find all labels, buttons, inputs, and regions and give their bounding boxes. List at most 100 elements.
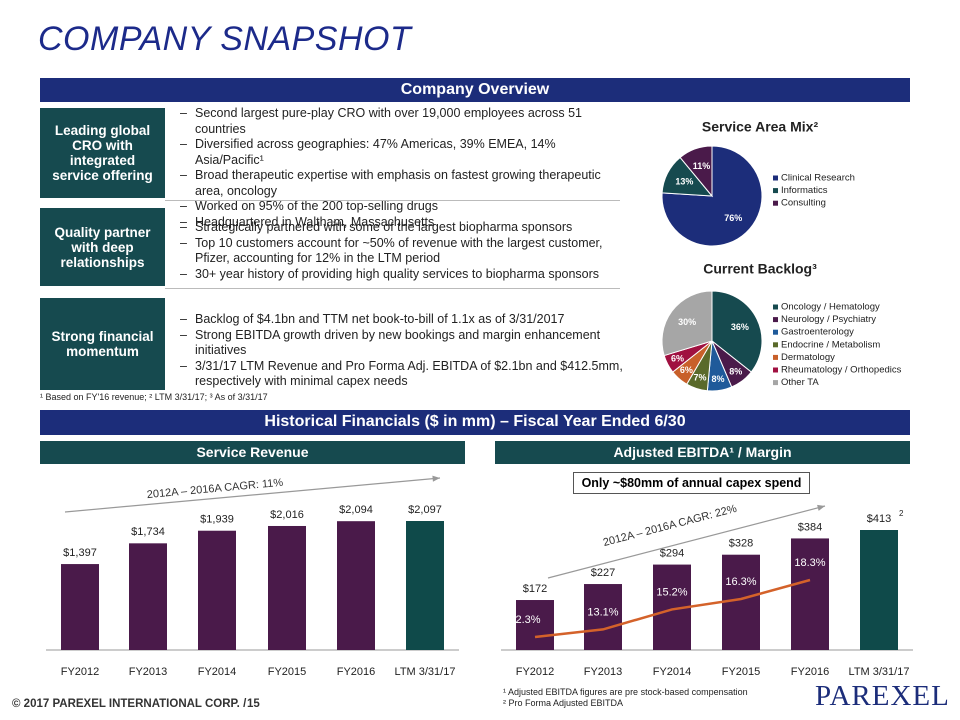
line-label: 12.3% [509, 614, 540, 626]
chart-heading: Adjusted EBITDA¹ / Margin [495, 441, 910, 464]
row-label: Leading global CRO with integrated servi… [40, 108, 165, 198]
slice-label: 36% [731, 322, 749, 332]
legend-label: Rheumatology / Orthopedics [781, 365, 902, 376]
legend-label: Dermatology [781, 352, 835, 363]
value-label: $2,097 [408, 504, 442, 516]
value-label: $1,397 [63, 547, 97, 559]
line-label: 18.3% [794, 557, 825, 569]
section-heading: Historical Financials ($ in mm) – Fiscal… [40, 410, 910, 435]
arrow-head [432, 475, 440, 482]
footnote: ² Pro Forma Adjusted EBITDA [503, 698, 624, 708]
cagr-label: 2012A – 2016A CAGR: 22% [602, 503, 738, 549]
legend-swatch [773, 200, 778, 206]
line-label: 13.1% [587, 606, 618, 618]
bar [129, 543, 167, 650]
bar [584, 584, 622, 650]
legend-label: Oncology / Hematology [781, 302, 880, 313]
legend-label: Gastroenterology [781, 327, 854, 338]
line-label: 16.3% [725, 576, 756, 588]
slice-label: 8% [729, 366, 742, 376]
arrow-head [817, 504, 825, 511]
cagr-arrow [64, 477, 441, 513]
slice-label: 6% [680, 365, 693, 375]
x-tick-label: FY2012 [516, 666, 555, 678]
x-tick-label: FY2014 [198, 666, 237, 678]
chart-title: Current Backlog³ [703, 261, 817, 277]
value-label: $413 [867, 513, 891, 525]
x-tick-label: FY2015 [722, 666, 761, 678]
bullet: 3/31/17 LTM Revenue and Pro Forma Adj. E… [180, 359, 625, 390]
slice-label: 30% [678, 317, 696, 327]
pie-slice [679, 145, 713, 198]
section-heading: Company Overview [40, 78, 910, 102]
x-tick-label: FY2015 [268, 666, 307, 678]
bar [337, 521, 375, 650]
bullet-list: Strategically partnered with some of the… [180, 220, 625, 282]
value-label: $1,939 [200, 514, 234, 526]
value-label: $384 [798, 521, 822, 533]
slice-label: 76% [724, 213, 742, 223]
x-tick-label: FY2016 [337, 666, 376, 678]
x-tick-label: FY2013 [129, 666, 168, 678]
row-label: Strong financial momentum [40, 298, 165, 390]
line-label: 15.2% [656, 586, 687, 598]
separator [165, 288, 620, 289]
chart-title: Service Area Mix² [702, 119, 819, 135]
legend-swatch [773, 175, 778, 181]
legend-swatch [773, 317, 778, 323]
slice-label: 7% [694, 373, 707, 383]
bar [61, 564, 99, 650]
bar [268, 525, 306, 650]
legend-label: Consulting [781, 198, 826, 209]
value-label: $172 [523, 583, 547, 595]
row-label: Quality partner with deep relationships [40, 208, 165, 286]
bullet: Worked on 95% of the 200 top-selling dru… [180, 199, 625, 215]
legend-swatch [773, 367, 778, 373]
copyright: © 2017 PAREXEL INTERNATIONAL CORP. / [12, 698, 247, 710]
pie-slice [661, 290, 713, 357]
value-label: $2,016 [270, 509, 304, 521]
margin-line [534, 578, 811, 639]
x-tick-label: LTM 3/31/17 [395, 666, 456, 678]
x-tick-label: FY2014 [653, 666, 692, 678]
bar [722, 554, 760, 650]
footnote: ¹ Adjusted EBITDA figures are pre stock-… [503, 687, 748, 697]
bullet: Second largest pure-play CRO with over 1… [180, 106, 625, 137]
capex-note: Only ~$80mm of annual capex spend [573, 472, 810, 494]
legend-swatch [773, 342, 778, 348]
cagr-label: 2012A – 2016A CAGR: 11% [146, 477, 284, 501]
page-number: 15 [247, 698, 260, 710]
legend-swatch [773, 354, 778, 360]
separator [165, 200, 620, 201]
bullet: Diversified across geographies: 47% Amer… [180, 137, 625, 168]
x-tick-label: LTM 3/31/17 [849, 666, 910, 678]
x-tick-label: FY2012 [61, 666, 100, 678]
value-label: $1,734 [131, 526, 165, 538]
legend-label: Clinical Research [781, 173, 855, 184]
footnote: ¹ Based on FY'16 revenue; ² LTM 3/31/17;… [40, 392, 268, 402]
bullet: Top 10 customers account for ~50% of rev… [180, 236, 625, 267]
logo: PAREXEL [815, 680, 950, 712]
x-tick-label: FY2013 [584, 666, 623, 678]
slide-title: COMPANY SNAPSHOT [38, 20, 412, 58]
bar [860, 530, 898, 650]
slice-label: 6% [671, 353, 684, 363]
bar [198, 530, 236, 650]
legend-swatch [773, 329, 778, 335]
value-label: $227 [591, 567, 615, 579]
legend-label: Neurology / Psychiatry [781, 314, 876, 325]
x-tick-label: FY2016 [791, 666, 830, 678]
bar [516, 600, 554, 650]
chart-heading: Service Revenue [40, 441, 465, 464]
legend-label: Other TA [781, 377, 819, 388]
bullet: Backlog of $4.1bn and TTM net book-to-bi… [180, 312, 625, 328]
legend-swatch [773, 380, 778, 386]
bar [406, 521, 444, 650]
bullet: Strategically partnered with some of the… [180, 220, 625, 236]
slice-label: 13% [675, 176, 693, 186]
bullet: 30+ year history of providing high quali… [180, 267, 625, 283]
legend-swatch [773, 188, 778, 194]
legend-label: Informatics [781, 185, 828, 196]
